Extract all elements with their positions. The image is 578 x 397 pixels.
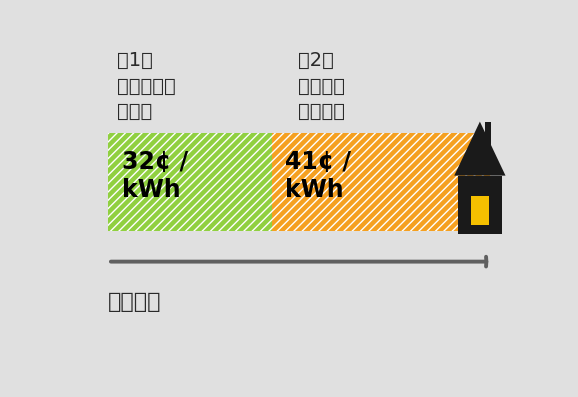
- Text: 第1級
在基準配給
範圍內: 第1級 在基準配給 範圍內: [117, 51, 176, 121]
- Bar: [471, 196, 488, 225]
- Text: 41¢ /
kWh: 41¢ / kWh: [285, 150, 351, 202]
- Bar: [485, 121, 491, 155]
- Bar: [108, 133, 272, 231]
- Bar: [108, 133, 272, 231]
- Bar: [272, 133, 491, 231]
- Text: 能源用量: 能源用量: [108, 292, 162, 312]
- Bar: [458, 175, 502, 234]
- Text: 第2級
超過基準
配給範圍: 第2級 超過基準 配給範圍: [298, 51, 346, 121]
- Text: 32¢ /
kWh: 32¢ / kWh: [121, 150, 188, 202]
- Bar: [272, 133, 491, 231]
- Polygon shape: [454, 121, 506, 175]
